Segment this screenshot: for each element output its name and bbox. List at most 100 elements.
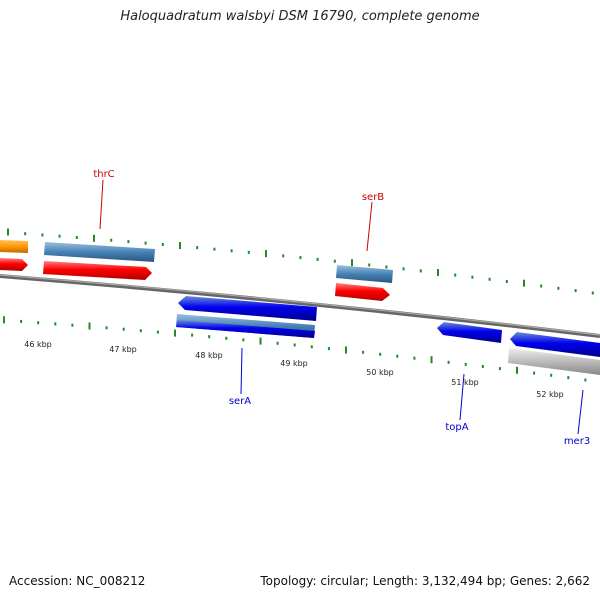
minor-tick xyxy=(208,335,211,339)
genome-backbone-highlight xyxy=(0,274,600,336)
minor-tick xyxy=(144,241,147,245)
minor-tick xyxy=(58,234,61,238)
gene-feature-pseudo[interactable] xyxy=(508,348,600,375)
minor-tick xyxy=(402,267,405,271)
minor-tick xyxy=(505,280,508,283)
gene-feature-forward[interactable] xyxy=(335,283,390,301)
major-tick xyxy=(88,322,91,330)
gene-feature-forward[interactable] xyxy=(0,258,28,271)
minor-tick xyxy=(368,263,371,267)
minor-tick xyxy=(191,333,194,337)
major-tick xyxy=(351,259,353,267)
major-tick xyxy=(523,279,525,287)
minor-tick xyxy=(447,360,450,364)
leader-topA xyxy=(459,373,465,421)
minor-tick xyxy=(293,343,296,347)
minor-tick xyxy=(299,256,302,260)
scale-label-52kbp: 52 kbp xyxy=(536,390,564,399)
minor-tick xyxy=(385,265,388,269)
minor-tick xyxy=(419,269,422,273)
minor-tick xyxy=(156,330,159,334)
scale-label-50kbp: 50 kbp xyxy=(366,368,394,377)
major-tick xyxy=(179,242,181,249)
lower-tick-track xyxy=(3,316,587,382)
minor-tick xyxy=(488,277,491,281)
major-tick xyxy=(516,366,518,374)
scale-label-48kbp: 48 kbp xyxy=(195,351,223,360)
minor-tick xyxy=(24,232,27,236)
minor-tick xyxy=(362,350,365,354)
gene-serB[interactable] xyxy=(336,265,393,283)
minor-tick xyxy=(41,233,44,237)
minor-tick xyxy=(230,249,233,253)
minor-tick xyxy=(37,321,40,325)
minor-tick xyxy=(282,254,285,258)
minor-tick xyxy=(54,322,57,326)
leader-serB xyxy=(366,201,373,252)
gene-feature-forward[interactable] xyxy=(43,261,152,280)
scale-label-47kbp: 47 kbp xyxy=(109,345,137,354)
minor-tick xyxy=(379,352,382,356)
minor-tick xyxy=(225,336,228,340)
gene-mer3[interactable] xyxy=(510,332,600,357)
accession-label: Accession: NC_008212 xyxy=(9,574,146,588)
minor-tick xyxy=(71,323,74,327)
scale-label-51kbp: 51 kbp xyxy=(451,378,479,387)
gene-thrC[interactable] xyxy=(44,242,155,262)
gene-serA-strand[interactable] xyxy=(176,320,315,338)
minor-tick xyxy=(139,329,142,333)
minor-tick xyxy=(533,371,536,375)
minor-tick xyxy=(557,286,560,290)
major-tick xyxy=(265,250,267,258)
scale-label-49kbp: 49 kbp xyxy=(280,359,308,368)
upper-tick-track xyxy=(7,228,594,295)
minor-tick xyxy=(276,341,279,345)
minor-tick xyxy=(110,238,113,242)
minor-tick xyxy=(327,347,330,351)
gene-feature-reverse[interactable] xyxy=(178,296,317,321)
major-tick xyxy=(7,228,9,236)
minor-tick xyxy=(122,327,125,331)
minor-tick xyxy=(550,373,553,377)
minor-tick xyxy=(481,365,484,368)
genome-backbone xyxy=(0,274,600,338)
minor-tick xyxy=(247,250,250,254)
minor-tick xyxy=(213,247,216,251)
minor-tick xyxy=(196,246,199,250)
major-tick xyxy=(174,329,176,337)
gene-label-serA[interactable]: serA xyxy=(229,396,251,407)
minor-tick xyxy=(574,289,577,293)
minor-tick xyxy=(396,354,399,358)
minor-tick xyxy=(413,356,416,360)
major-tick xyxy=(437,269,439,276)
minor-tick xyxy=(584,378,587,382)
gene-label-serB[interactable]: serB xyxy=(362,192,384,203)
gene-label-mer3[interactable]: mer3 xyxy=(564,436,590,447)
minor-tick xyxy=(316,257,319,261)
minor-tick xyxy=(567,376,570,380)
gene-feature-orange[interactable] xyxy=(0,240,28,253)
map-title: Haloquadratum walsbyi DSM 16790, complet… xyxy=(120,9,480,24)
major-tick xyxy=(93,234,95,242)
minor-tick xyxy=(540,284,543,288)
minor-tick xyxy=(498,367,501,371)
major-tick xyxy=(3,316,5,324)
minor-tick xyxy=(310,345,313,349)
gene-label-topA[interactable]: topA xyxy=(445,422,468,433)
minor-tick xyxy=(161,243,164,246)
gene-label-thrC[interactable]: thrC xyxy=(93,169,114,180)
gene-topA[interactable] xyxy=(437,322,502,343)
leader-serA xyxy=(240,347,243,395)
minor-tick xyxy=(591,291,594,295)
minor-tick xyxy=(242,338,245,342)
minor-tick xyxy=(471,275,474,279)
major-tick xyxy=(430,356,433,364)
minor-tick xyxy=(75,236,78,239)
leader-mer3 xyxy=(577,389,584,435)
minor-tick xyxy=(464,362,467,366)
minor-tick xyxy=(454,273,457,277)
minor-tick xyxy=(127,240,130,244)
genome-summary: Topology: circular; Length: 3,132,494 bp… xyxy=(260,574,590,588)
